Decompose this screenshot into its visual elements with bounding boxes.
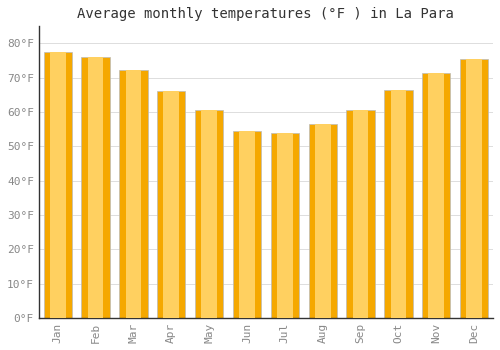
Bar <box>346 110 375 318</box>
Bar <box>239 131 255 318</box>
Bar <box>195 110 224 318</box>
Bar <box>277 133 292 318</box>
Bar <box>119 70 148 318</box>
Bar <box>390 90 406 318</box>
Bar <box>44 52 72 318</box>
Bar <box>466 59 482 318</box>
Bar <box>460 59 488 318</box>
Title: Average monthly temperatures (°F ) in La Para: Average monthly temperatures (°F ) in La… <box>78 7 454 21</box>
Bar <box>353 110 368 318</box>
Bar <box>428 72 444 318</box>
Bar <box>126 70 141 318</box>
Bar <box>50 52 66 318</box>
Bar <box>315 124 330 318</box>
Bar <box>308 124 337 318</box>
Bar <box>88 57 104 318</box>
Bar <box>82 57 110 318</box>
Bar <box>157 91 186 318</box>
Bar <box>202 110 217 318</box>
Bar <box>233 131 261 318</box>
Bar <box>384 90 412 318</box>
Bar <box>422 72 450 318</box>
Bar <box>270 133 299 318</box>
Bar <box>164 91 179 318</box>
